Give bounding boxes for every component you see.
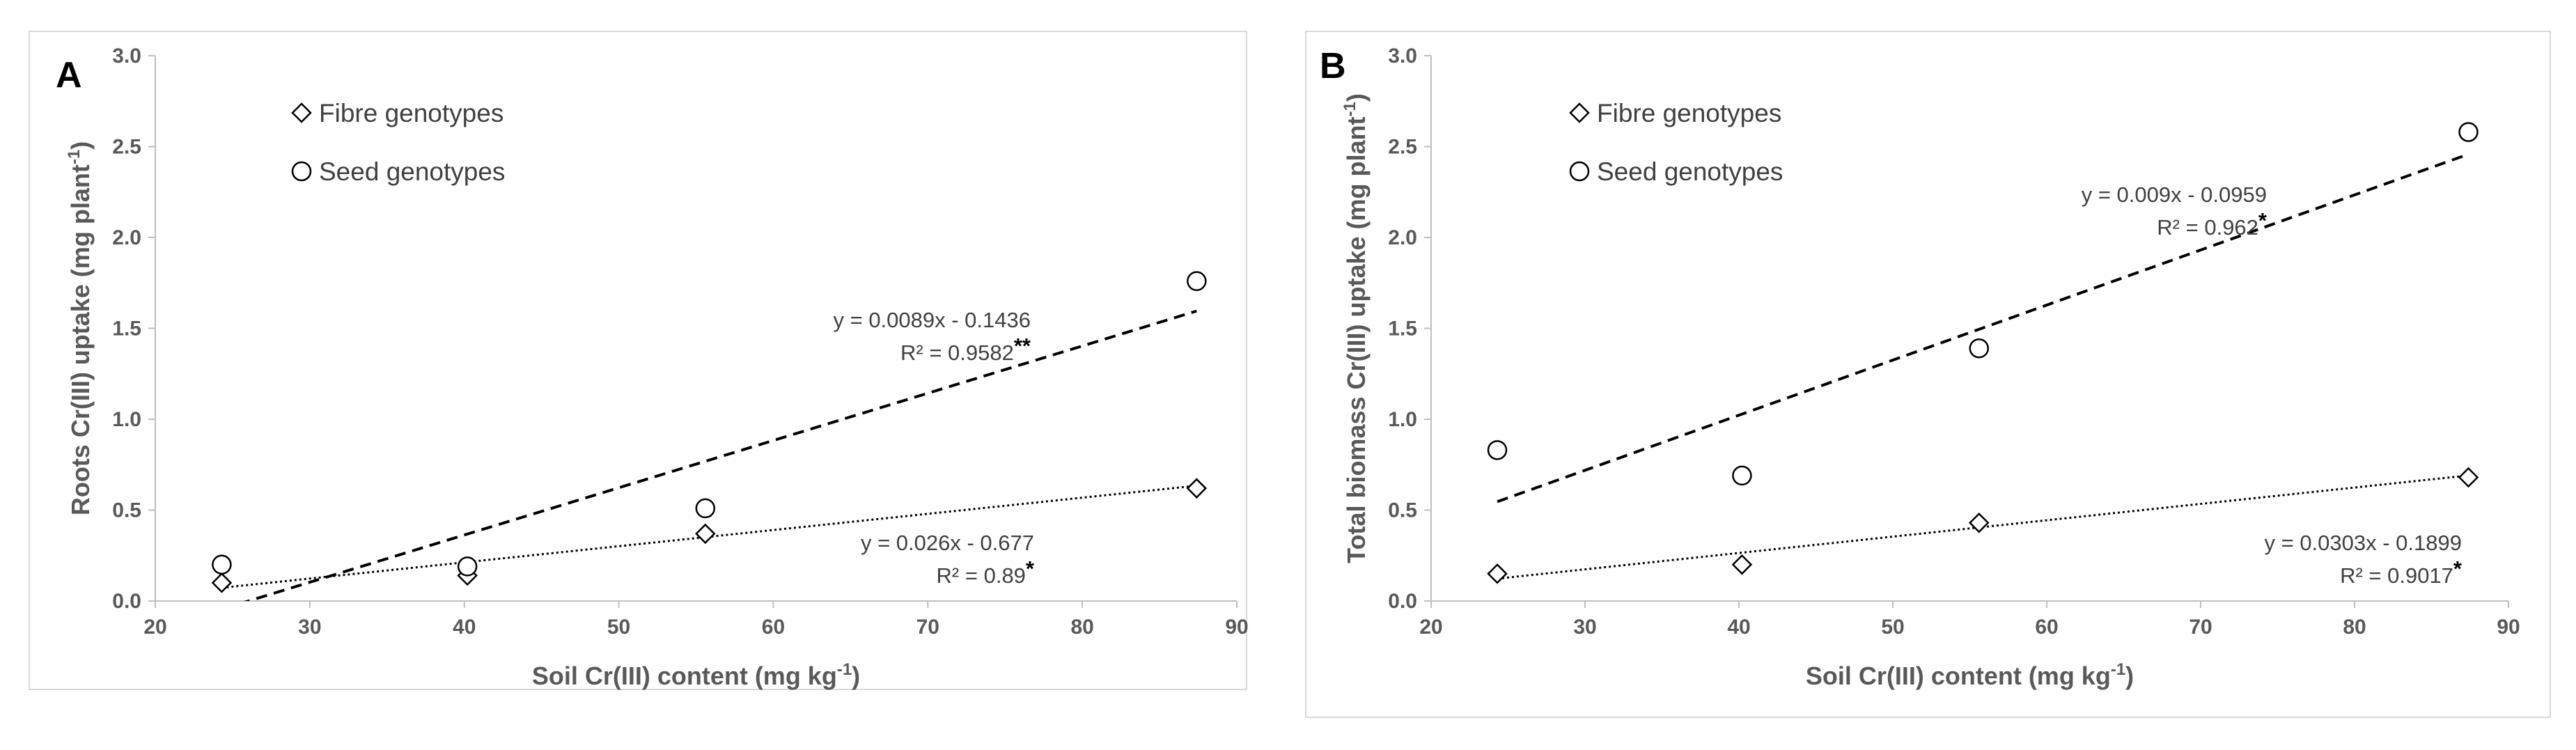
x-tick-label: 80 (2343, 616, 2366, 639)
x-tick-label: 20 (1419, 616, 1442, 639)
legend-marker-circle (1569, 161, 1590, 182)
point-diamond (1731, 554, 1753, 575)
trend-equation: y = 0.009x - 0.0959 (2082, 182, 2267, 207)
x-tick-label: 70 (2189, 616, 2212, 639)
point-diamond (1487, 563, 1508, 584)
y-tick-label: 2.5 (1388, 136, 1417, 159)
chart-panel-a: 20 30 40 50 60 70 80 90 0.0 0.5 1.0 1.5 2.0 2.5 3.0 Soi… (29, 31, 1249, 690)
legend-marker-diamond (1569, 102, 1590, 123)
x-axis-label: Soil Cr(III) content (mg kg-1) (1806, 660, 2134, 690)
panel-frame (29, 31, 1247, 690)
trend-r2: R² = 0.9017* (2340, 556, 2462, 588)
point-diamond (695, 523, 716, 545)
y-tick-label: 0.5 (1388, 499, 1417, 522)
legend-marker-circle (291, 161, 312, 182)
point-circle (1732, 465, 1752, 486)
point-circle (457, 556, 478, 577)
y-tick-label: 2.0 (1388, 226, 1417, 249)
y-tick-label: 2.0 (112, 226, 141, 249)
trend-equation: y = 0.0303x - 0.1899 (2264, 531, 2462, 555)
legend-marker-diamond (291, 102, 312, 123)
x-tick-label: 70 (916, 616, 939, 639)
x-tick-label: 20 (143, 616, 166, 639)
y-tick-label: 0.5 (112, 499, 141, 522)
legend-label: Fibre genotypes (319, 99, 504, 127)
y-tick-label: 3.0 (112, 45, 141, 68)
legend-label: Seed genotypes (1597, 157, 1783, 186)
point-circle (1487, 440, 1508, 460)
panel-letter: B (1320, 46, 1346, 86)
x-tick-label: 30 (298, 616, 321, 639)
x-tick-label: 40 (1727, 616, 1750, 639)
x-tick-label: 40 (453, 616, 476, 639)
point-diamond (1968, 513, 1990, 533)
y-tick-label: 1.5 (112, 318, 141, 341)
y-tick-label: 1.5 (1388, 318, 1417, 341)
x-tick-label: 60 (2035, 616, 2058, 639)
point-diamond (211, 572, 233, 593)
trendline-circle (244, 309, 1197, 601)
trend-equation: y = 0.026x - 0.677 (861, 531, 1034, 555)
x-tick-label: 60 (762, 616, 785, 639)
trend-r2: R² = 0.89* (937, 556, 1035, 588)
y-axis-label: Roots Cr(III) uptake (mg plant-1) (65, 141, 95, 515)
x-tick-label: 80 (1070, 616, 1093, 639)
point-circle (1187, 271, 1207, 291)
point-diamond (1186, 478, 1208, 499)
x-tick-label: 50 (607, 616, 630, 639)
y-tick-label: 3.0 (1388, 45, 1417, 68)
legend-label: Fibre genotypes (1597, 99, 1781, 127)
panel-frame (1305, 31, 2551, 718)
point-circle (1969, 338, 1990, 359)
trend-equation: y = 0.0089x - 0.1436 (833, 308, 1031, 332)
y-tick-label: 1.0 (112, 408, 141, 431)
y-tick-label: 0.0 (1388, 590, 1417, 613)
y-tick-label: 1.0 (1388, 408, 1417, 431)
point-circle (212, 554, 232, 575)
point-diamond (2458, 467, 2479, 488)
trendline-circle (1497, 153, 2469, 503)
point-circle (2458, 122, 2479, 142)
x-tick-label: 90 (2497, 616, 2520, 639)
x-tick-label: 30 (1573, 616, 1596, 639)
chart-panel-b: 20 30 40 50 60 70 80 90 0.0 0.5 1.0 1.5 2.0 2.5 3.0 Soi… (1305, 31, 2551, 718)
trend-r2: R² = 0.962* (2157, 208, 2267, 240)
panel-letter: A (56, 55, 82, 95)
point-circle (695, 498, 716, 519)
y-tick-label: 0.0 (112, 590, 141, 613)
trend-r2: R² = 0.9582** (900, 334, 1031, 365)
x-tick-label: 50 (1881, 616, 1904, 639)
x-tick-label: 90 (1225, 616, 1248, 639)
legend-label: Seed genotypes (319, 157, 505, 186)
x-axis-label: Soil Cr(III) content (mg kg-1) (532, 660, 860, 690)
y-axis-label: Total biomass Cr(III) uptake (mg plant-1… (1341, 93, 1371, 563)
y-tick-label: 2.5 (112, 136, 141, 159)
